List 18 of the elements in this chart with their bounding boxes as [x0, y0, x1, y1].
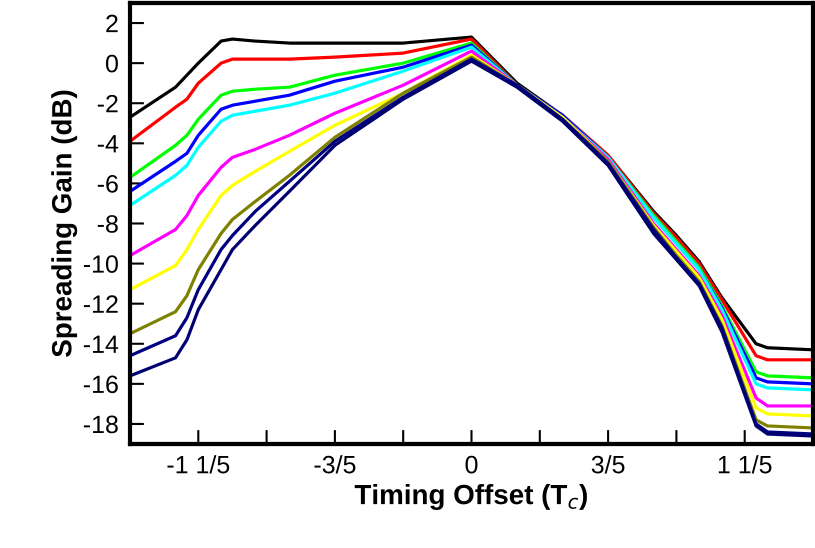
x-tick-label: -1 1/5 — [167, 455, 230, 474]
y-tick-label: 0 — [106, 54, 118, 72]
y-tick-label: -4 — [98, 135, 118, 152]
x-tick-label: 1 1/5 — [718, 455, 772, 474]
y-tick-label: -2 — [98, 94, 118, 112]
y-tick-label: -18 — [84, 416, 118, 434]
y-tick-label: -10 — [84, 255, 118, 273]
y-tick-label: 2 — [106, 14, 118, 32]
x-tick-label: -3/5 — [314, 455, 356, 474]
x-tick-label: 0 — [466, 456, 478, 474]
y-tick-label: -8 — [98, 215, 118, 233]
y-tick-label: -12 — [84, 295, 118, 313]
x-axis-title: Timing Offset (T$_{c}$) — [354, 484, 587, 510]
y-tick-label: -6 — [98, 175, 118, 193]
y-tick-label: -14 — [84, 336, 118, 353]
x-tick-label: 3/5 — [592, 455, 624, 474]
y-tick-label: -16 — [84, 375, 118, 394]
y-axis-title: Spreading Gain (dB) — [51, 90, 78, 357]
